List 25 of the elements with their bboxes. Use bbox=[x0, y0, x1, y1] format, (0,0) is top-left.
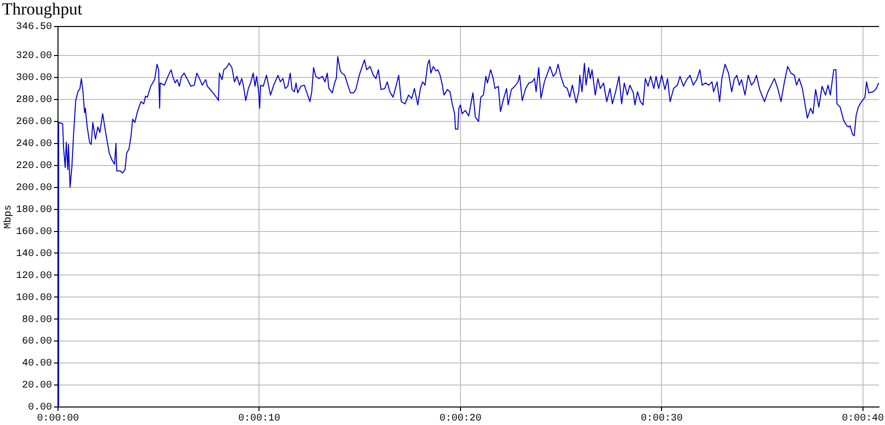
y-tick-label: 120.00 bbox=[16, 270, 52, 282]
y-axis-title: Mbps bbox=[2, 204, 15, 229]
y-tick-label: 160.00 bbox=[16, 226, 52, 238]
y-tick-label: 280.00 bbox=[16, 95, 52, 106]
x-tick-label: 0:00:20 bbox=[439, 414, 482, 425]
y-tick-label: 300.00 bbox=[16, 73, 52, 84]
y-tick-label: 100.00 bbox=[16, 292, 52, 304]
y-tick-label: 80.00 bbox=[22, 314, 52, 326]
x-tick-label: 0:00:10 bbox=[238, 414, 280, 425]
y-tick-label: 0.00 bbox=[28, 402, 52, 414]
y-tick-label: 240.00 bbox=[16, 139, 52, 150]
x-tick-label: 0:00:40 bbox=[842, 414, 884, 425]
y-tick-label: 200.00 bbox=[16, 182, 52, 194]
y-tick-label: 220.00 bbox=[16, 160, 52, 172]
x-tick-label: 0:00:00 bbox=[37, 414, 80, 425]
y-tick-label: 180.00 bbox=[16, 204, 52, 216]
y-tick-label: 20.00 bbox=[22, 380, 52, 392]
y-tick-label: 320.00 bbox=[16, 51, 52, 62]
y-tick-label: 40.00 bbox=[22, 358, 52, 370]
y-tick-label: 60.00 bbox=[22, 336, 52, 348]
chart-title: Throughput bbox=[2, 0, 83, 19]
x-tick-label: 0:00:30 bbox=[640, 414, 683, 425]
y-tick-label: 140.00 bbox=[16, 248, 52, 260]
y-tick-label: 260.00 bbox=[16, 117, 52, 128]
y-tick-label: 346.50 bbox=[16, 22, 52, 34]
